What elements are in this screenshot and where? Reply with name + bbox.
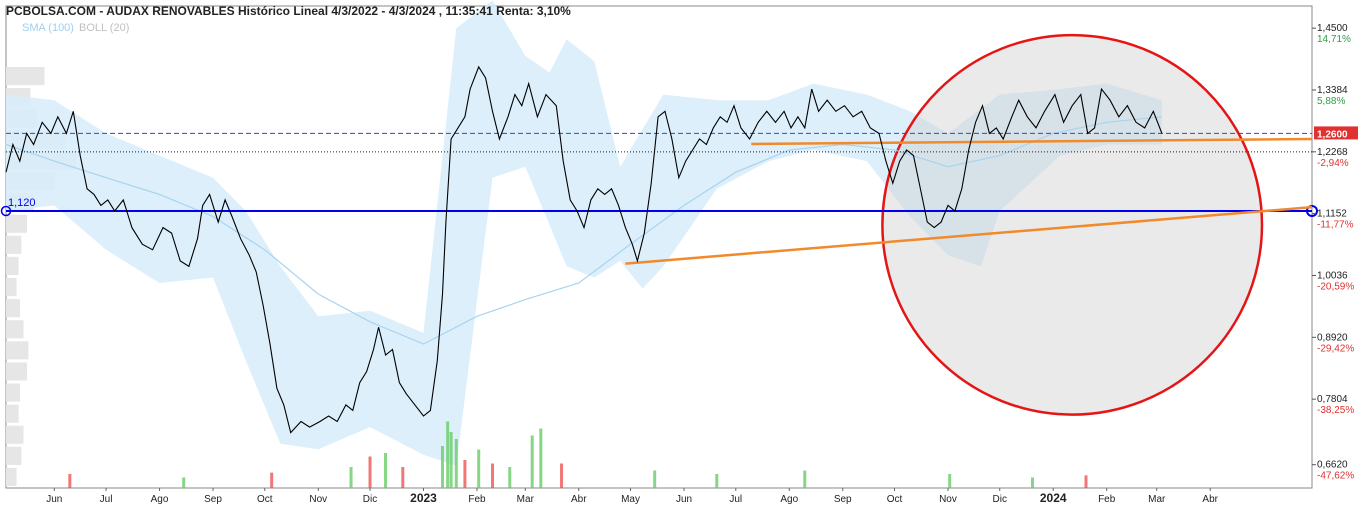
volume-bar (182, 477, 186, 488)
x-tick-label: Feb (468, 494, 486, 505)
x-tick-label: Jun (46, 494, 62, 505)
x-tick-label: 2024 (1040, 491, 1067, 505)
y-tick-pct: -20,59% (1317, 281, 1354, 292)
x-tick-label: Dic (993, 494, 1007, 505)
volume-profile-bar (6, 214, 27, 233)
x-tick-label: Feb (1098, 494, 1116, 505)
volume-profile-bar (6, 278, 17, 297)
volume-bar (715, 474, 719, 488)
volume-profile-bar (6, 404, 19, 423)
volume-bar (384, 453, 388, 488)
x-tick-label: Sep (834, 494, 852, 505)
volume-bar (539, 428, 543, 488)
volume-bar (463, 460, 467, 488)
y-tick-pct: -29,42% (1317, 343, 1354, 354)
volume-profile-bar (6, 467, 17, 486)
volume-bar (653, 470, 657, 488)
x-tick-label: Nov (939, 494, 957, 505)
volume-bar (368, 456, 372, 488)
volume-profile-bar (6, 425, 24, 444)
x-tick-label: May (621, 494, 640, 505)
x-tick-label: Mar (1148, 494, 1166, 505)
volume-bar (530, 435, 534, 488)
volume-profile-bar (6, 256, 19, 275)
volume-bar (401, 467, 405, 488)
y-tick-label: 0,6620 (1317, 460, 1348, 471)
x-tick-label: Sep (204, 494, 222, 505)
bollinger-band (6, 0, 1162, 466)
x-tick-label: Oct (887, 494, 903, 505)
volume-bar (948, 474, 952, 488)
x-tick-label: Abr (571, 494, 587, 505)
volume-bar (446, 421, 450, 488)
volume-bar (477, 449, 481, 488)
y-tick-pct: -38,25% (1317, 405, 1354, 416)
x-tick-label: Jul (729, 494, 742, 505)
chart-title: PCBOLSA.COM - AUDAX RENOVABLES Histórico… (6, 4, 571, 18)
indicator-legend: SMA (100) BOLL (20) (22, 22, 129, 34)
price-line (5, 65, 1163, 434)
volume-bar (270, 472, 274, 488)
y-tick-label: 0,8920 (1317, 332, 1348, 343)
volume-bar (560, 463, 564, 488)
volume-profile-bar (6, 67, 45, 86)
x-tick-label: Jul (100, 494, 113, 505)
x-tick-label: Nov (309, 494, 327, 505)
volume-profile-bar (6, 341, 29, 360)
y-tick-label: 1,0036 (1317, 270, 1348, 281)
last-price-badge (1314, 126, 1358, 140)
y-tick-pct: 5,88% (1317, 96, 1345, 107)
x-tick-label: Abr (1202, 494, 1218, 505)
x-tick-label: Dic (363, 494, 377, 505)
x-tick-label: 2023 (410, 491, 437, 505)
support-label: 1,120 (8, 197, 36, 209)
y-tick-label: 1,2268 (1317, 147, 1348, 158)
volume-profile-bar (6, 299, 20, 318)
y-tick-label: 0,7804 (1317, 394, 1348, 405)
y-tick-pct: -47,62% (1317, 471, 1354, 482)
y-tick-label: 1,1152 (1317, 209, 1347, 220)
legend-boll: BOLL (20) (79, 22, 130, 34)
volume-profile-bar (6, 446, 22, 465)
volume-bar (508, 467, 512, 488)
volume-bar (440, 446, 444, 488)
volume-profile-bar (6, 362, 27, 381)
volume-bar (449, 432, 453, 488)
trend-line (625, 205, 1313, 265)
volume-profile-bar (6, 235, 22, 254)
volume-bar (491, 463, 495, 488)
volume-bar (1084, 475, 1088, 488)
y-tick-pct: 14,71% (1317, 34, 1351, 45)
volume-bar (68, 474, 72, 488)
y-tick-pct: -11,77% (1317, 220, 1354, 231)
y-tick-label: 1,3384 (1317, 85, 1348, 96)
highlight-circle (881, 33, 1264, 416)
x-tick-label: Mar (517, 494, 535, 505)
last-price-label: 1,2600 (1317, 129, 1348, 140)
y-tick-pct: -2,94% (1317, 158, 1349, 169)
legend-sma: SMA (100) (22, 22, 74, 34)
x-tick-label: Ago (151, 494, 169, 505)
volume-bar (454, 439, 458, 488)
volume-profile-bar (6, 320, 24, 339)
support-handle-right (1306, 204, 1318, 217)
x-tick-label: Oct (257, 494, 273, 505)
x-tick-label: Jun (676, 494, 692, 505)
volume-bar (1031, 477, 1035, 488)
sma-line (5, 116, 1162, 345)
volume-bar (803, 470, 807, 488)
trend-line (751, 137, 1313, 146)
x-tick-label: Ago (780, 494, 798, 505)
volume-profile-bar (6, 383, 20, 402)
y-tick-label: 1,4500 (1317, 23, 1348, 34)
volume-bar (349, 467, 353, 488)
support-handle-left (0, 205, 12, 217)
